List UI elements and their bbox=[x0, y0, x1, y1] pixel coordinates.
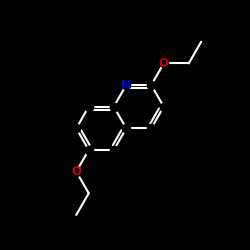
Text: N: N bbox=[121, 78, 131, 92]
Text: O: O bbox=[71, 165, 81, 178]
Text: O: O bbox=[159, 57, 169, 70]
